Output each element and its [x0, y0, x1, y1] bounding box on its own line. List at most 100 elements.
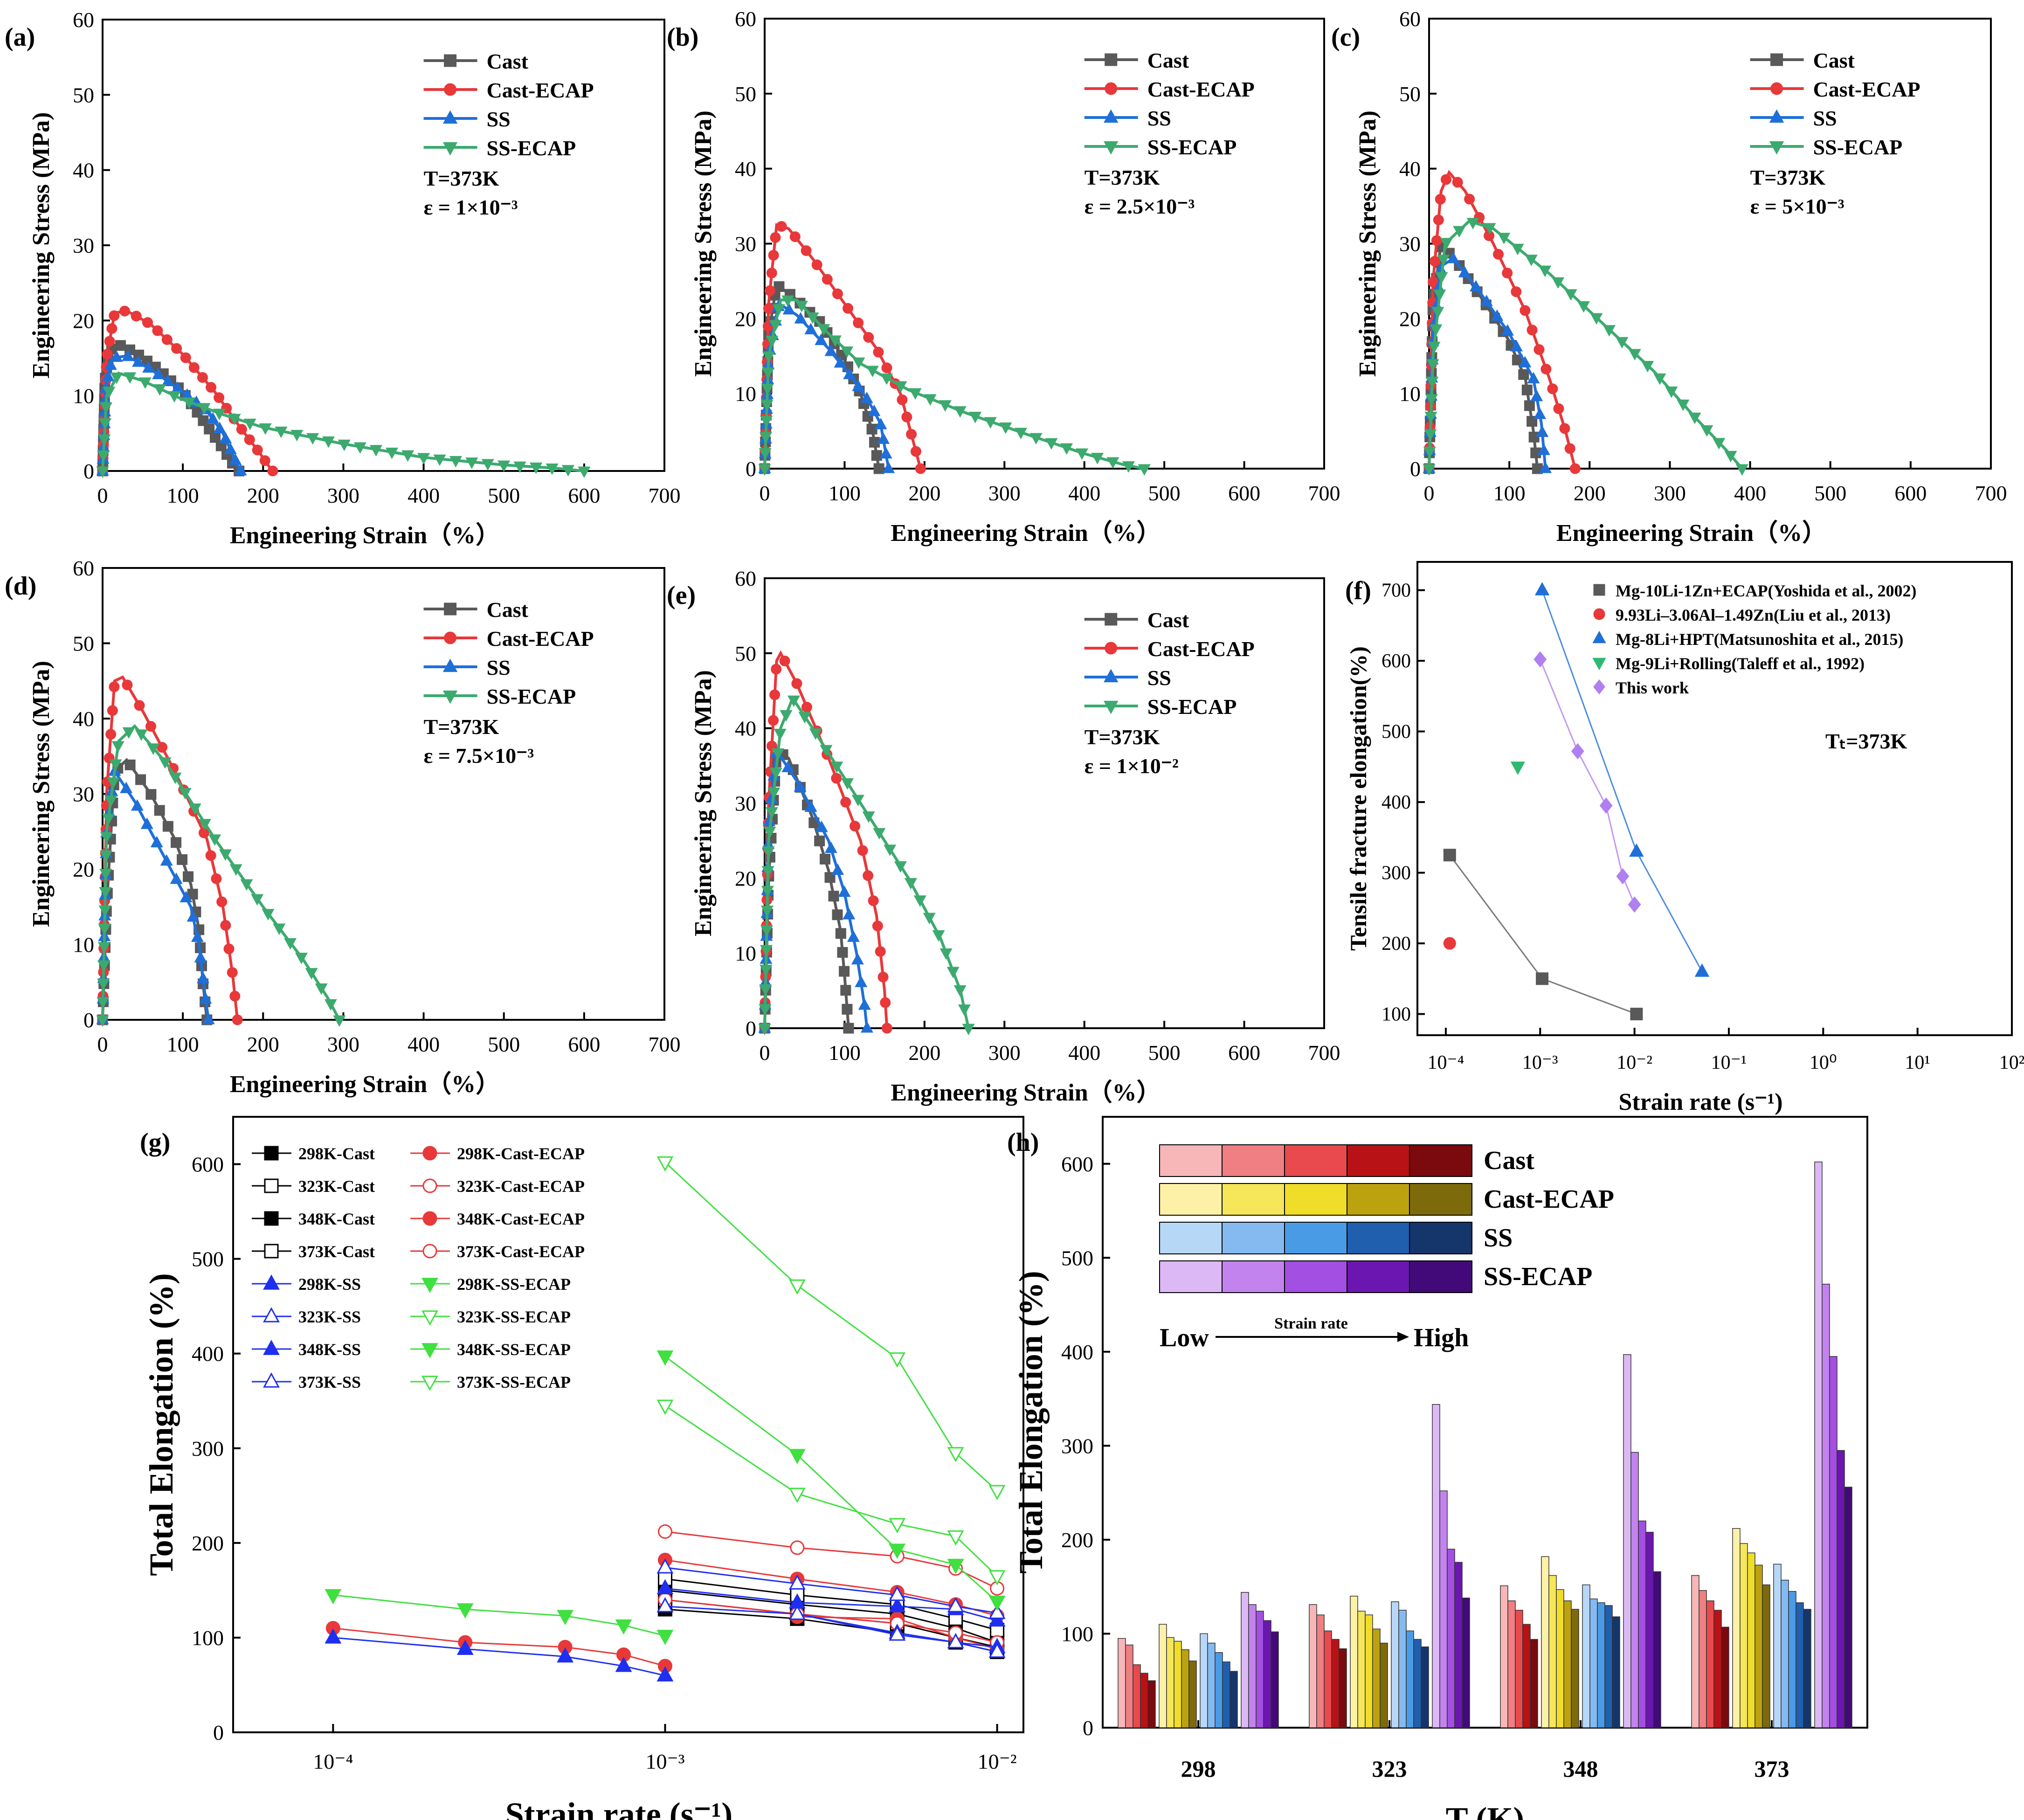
- legend-label: SS: [487, 656, 511, 679]
- legend-label: 298K-SS-ECAP: [457, 1275, 571, 1294]
- legend-marker: [444, 602, 457, 616]
- bar: [1331, 1639, 1340, 1728]
- data-point: [760, 905, 774, 917]
- data-point: [513, 461, 526, 473]
- data-point: [305, 968, 318, 980]
- data-point: [199, 992, 212, 1004]
- y-tick-label: 300: [1061, 1434, 1093, 1458]
- legend-marker: [1105, 613, 1118, 626]
- data-point: [615, 1656, 632, 1672]
- bar: [1230, 1671, 1238, 1728]
- y-tick-label: 0: [1083, 1716, 1093, 1740]
- legend-marker: [264, 1211, 279, 1226]
- bar: [1699, 1590, 1707, 1728]
- bar: [1166, 1637, 1174, 1728]
- arrow-icon: [1397, 1332, 1409, 1342]
- data-point: [122, 727, 135, 739]
- data-point: [188, 362, 200, 373]
- data-point: [1564, 443, 1575, 454]
- panel-label: (c): [1331, 23, 1360, 52]
- data-point: [198, 819, 211, 830]
- x-tick-label: 500: [488, 484, 520, 507]
- legend-swatch: [1284, 1183, 1347, 1216]
- data-point: [984, 417, 997, 429]
- legend-swatch: [1409, 1222, 1472, 1254]
- bar: [1309, 1604, 1317, 1728]
- data-point: [216, 896, 228, 907]
- series-line: [665, 1608, 997, 1653]
- data-point: [1426, 376, 1439, 388]
- data-point: [656, 1630, 674, 1645]
- legend-swatch: [1347, 1144, 1410, 1177]
- data-point: [135, 774, 146, 785]
- panel-label: (h): [1007, 1128, 1039, 1157]
- x-tick-label: 0: [1424, 481, 1435, 505]
- x-tick-label: 10⁻³: [1522, 1052, 1558, 1073]
- data-point: [901, 411, 912, 422]
- data-point: [150, 836, 163, 848]
- legend-swatch: [1409, 1260, 1472, 1293]
- data-point: [788, 1279, 806, 1295]
- data-point: [863, 870, 874, 881]
- data-point: [1628, 349, 1641, 360]
- bar: [1256, 1611, 1264, 1728]
- data-point: [769, 689, 781, 700]
- data-point: [273, 923, 286, 935]
- data-point: [145, 721, 157, 732]
- data-point: [171, 343, 182, 354]
- data-point: [1447, 251, 1460, 263]
- data-point: [881, 1023, 892, 1034]
- data-point: [762, 846, 775, 858]
- data-point: [780, 710, 793, 722]
- data-point: [295, 953, 308, 964]
- data-point: [656, 1156, 674, 1172]
- annotation-strain-rate: ε = 5×10⁻³: [1750, 194, 1844, 218]
- data-point: [1091, 453, 1104, 464]
- data-point: [208, 834, 221, 846]
- data-point: [102, 814, 115, 825]
- data-point: [183, 871, 194, 882]
- x-tick-label: 0: [97, 484, 108, 507]
- data-point: [229, 990, 241, 1002]
- legend-label: This work: [1616, 678, 1689, 697]
- data-point: [1524, 400, 1535, 411]
- bar: [1391, 1601, 1399, 1728]
- bar: [1747, 1552, 1755, 1728]
- data-point: [142, 317, 153, 328]
- data-point: [798, 712, 811, 724]
- y-axis-title: Engineering Stress (MPa): [28, 112, 55, 379]
- data-point: [656, 1558, 674, 1574]
- data-point: [1518, 369, 1529, 380]
- data-point: [1527, 372, 1540, 384]
- y-tick-label: 400: [1061, 1340, 1093, 1364]
- bar: [1844, 1487, 1852, 1728]
- data-point: [557, 1610, 574, 1626]
- data-point: [1534, 651, 1547, 668]
- data-point: [481, 459, 494, 471]
- bar: [1630, 1452, 1639, 1728]
- data-point: [851, 953, 864, 965]
- data-point: [99, 402, 112, 414]
- panel-f: (f) 10⁻⁴ 10⁻³ 10⁻² 10⁻¹ 10⁰ 10¹ 10² 100 200 300 400…: [1345, 561, 2024, 1115]
- data-point: [1539, 461, 1552, 473]
- data-point: [98, 418, 112, 430]
- data-point: [1431, 235, 1442, 246]
- legend-marker: [263, 1340, 280, 1355]
- data-point: [829, 335, 842, 347]
- data-point: [96, 466, 109, 478]
- legend-swatch: [1284, 1222, 1347, 1254]
- data-point: [1628, 896, 1641, 913]
- legend-marker: [1593, 608, 1605, 620]
- data-point: [1424, 411, 1437, 423]
- bar: [1181, 1649, 1189, 1728]
- data-point: [1630, 1008, 1643, 1021]
- x-tick-label: 348: [1563, 1756, 1598, 1782]
- data-point: [315, 983, 328, 995]
- bar: [1589, 1599, 1598, 1728]
- data-point: [947, 1447, 964, 1462]
- legend-label: 323K-Cast: [298, 1177, 375, 1196]
- legend-swatch: [1222, 1222, 1285, 1254]
- data-point: [873, 346, 884, 358]
- data-point: [1521, 384, 1533, 395]
- x-tick-label: 10⁻⁴: [313, 1750, 353, 1773]
